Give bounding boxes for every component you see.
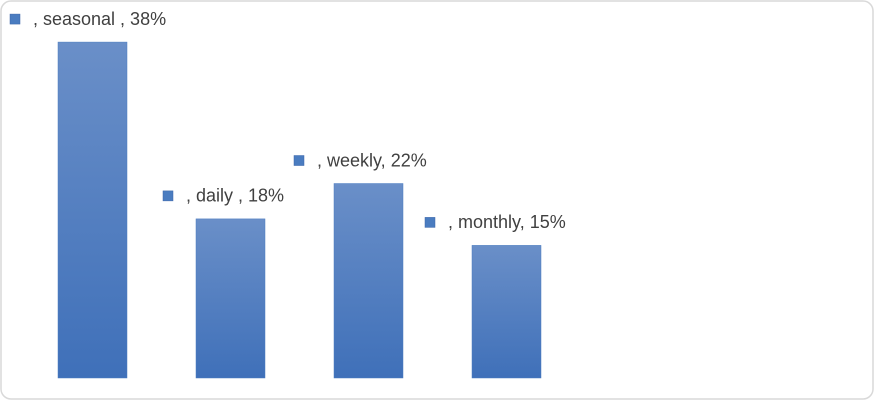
data-label: , seasonal , 38% xyxy=(33,9,166,29)
data-label: , daily , 18% xyxy=(186,186,284,206)
bar xyxy=(57,41,128,379)
data-label: , weekly, 22% xyxy=(317,150,427,170)
legend-marker xyxy=(162,190,174,202)
legend-marker xyxy=(424,217,436,228)
bar xyxy=(333,183,404,379)
data-label: , monthly, 15% xyxy=(448,212,566,232)
legend-marker xyxy=(293,155,305,166)
bar xyxy=(471,245,542,379)
legend-marker xyxy=(9,13,21,25)
bar xyxy=(195,218,266,379)
